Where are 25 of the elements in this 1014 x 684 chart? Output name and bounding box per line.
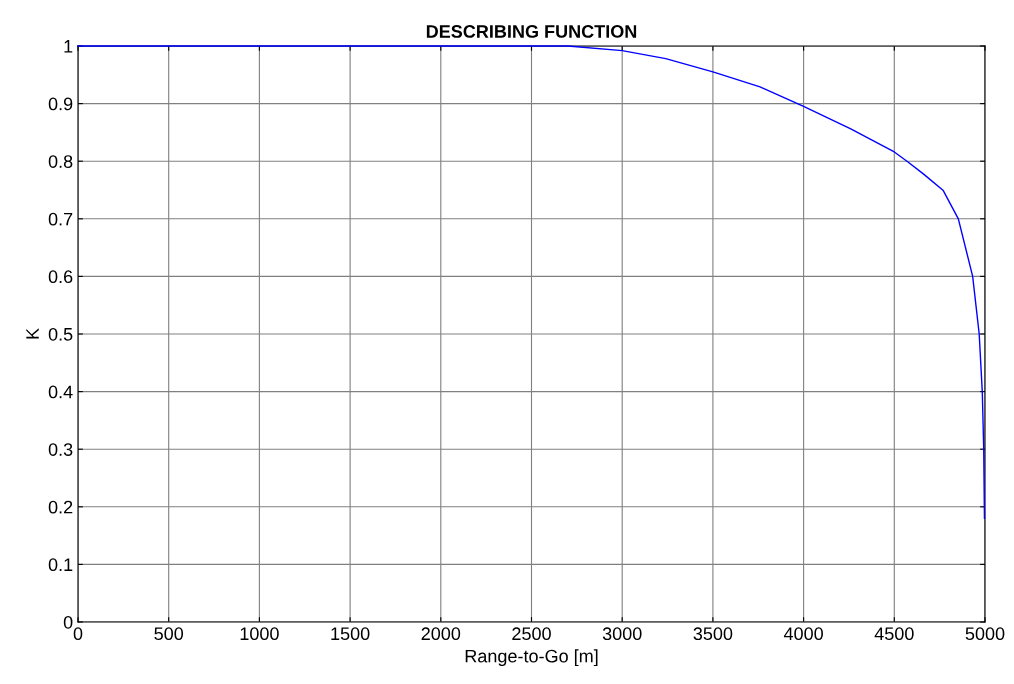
y-tick-label: 0 xyxy=(63,615,73,629)
y-tick-label: 0.5 xyxy=(48,327,73,341)
y-tick-label: 0.3 xyxy=(48,443,73,456)
y-tick-label: 0.7 xyxy=(48,212,73,226)
x-tick-label: 2500 xyxy=(512,627,551,641)
x-tick-label: 1500 xyxy=(331,627,370,641)
y-tick-label: 0.9 xyxy=(48,97,73,111)
x-tick-label: 3000 xyxy=(602,627,642,641)
chart-title: DESCRIBING FUNCTION xyxy=(426,25,637,38)
x-tick-label: 1000 xyxy=(240,627,279,641)
x-tick-label: 4000 xyxy=(783,627,823,641)
x-tick-label: 3500 xyxy=(693,627,733,641)
y-tick-label: 0.6 xyxy=(48,270,73,284)
x-axis-title: Range-to-Go [m] xyxy=(465,649,598,667)
x-tick-label: 4500 xyxy=(874,627,914,641)
x-tick-label: 0 xyxy=(73,627,83,641)
y-axis-title: K xyxy=(26,328,39,339)
x-tick-label: 500 xyxy=(154,627,184,641)
y-tick-label: 1 xyxy=(64,40,73,53)
x-tick-label: 5000 xyxy=(965,627,1005,641)
x-tick-label: 2000 xyxy=(421,627,461,641)
y-tick-label: 0.4 xyxy=(48,385,73,399)
y-tick-label: 0.8 xyxy=(48,155,73,168)
y-tick-label: 0.1 xyxy=(48,558,73,572)
y-tick-label: 0.2 xyxy=(48,500,73,514)
